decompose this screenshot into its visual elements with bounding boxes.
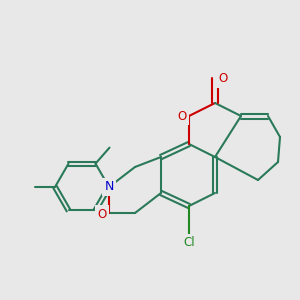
Text: O: O [218,73,228,85]
Text: O: O [177,110,187,122]
Text: N: N [104,181,114,194]
Text: Cl: Cl [183,236,195,250]
Text: O: O [98,208,106,220]
